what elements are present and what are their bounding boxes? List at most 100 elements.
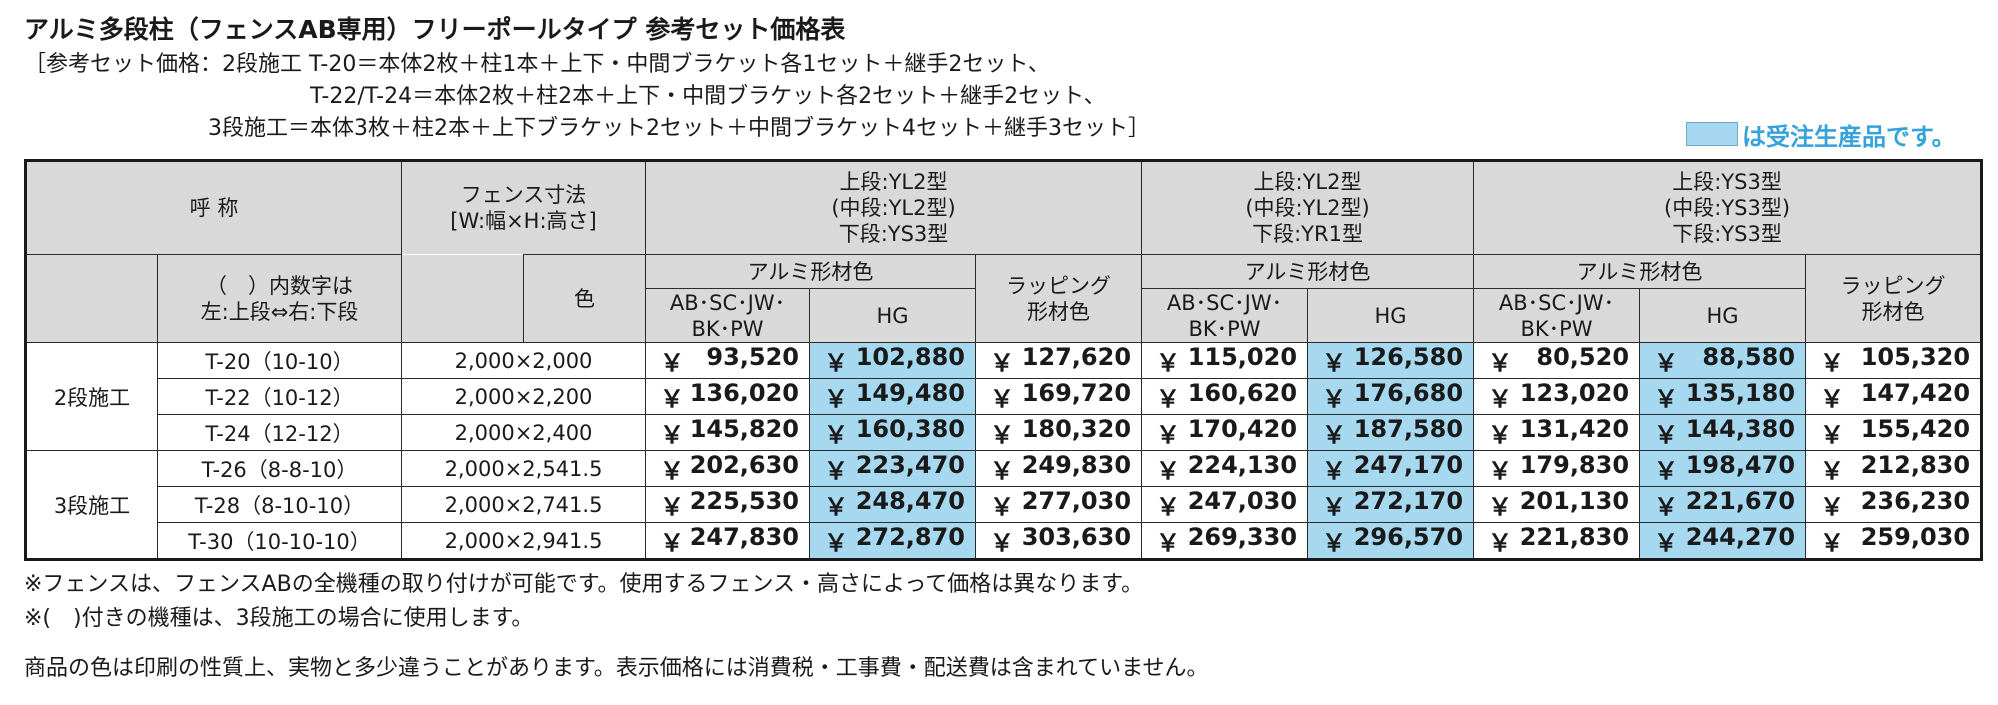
price-value: 259,030	[1860, 523, 1971, 552]
yen-sign: ￥	[660, 385, 684, 413]
price-cell: ￥ 147,420	[1805, 378, 1983, 415]
yen-sign: ￥	[990, 421, 1014, 449]
yen-sign: ￥	[1322, 493, 1347, 521]
size-cell: 2,000×2,541.5	[401, 450, 646, 487]
header-group-1: 上段:YL2型 (中段:YL2型) 下段:YS3型	[644, 160, 1143, 255]
price-cell: ￥ 136,020	[645, 378, 810, 415]
price-value: 202,630	[689, 451, 799, 480]
footnote-3: 商品の色は印刷の性質上、実物と多少違うことがあります。表示価格には消費税・工事費…	[24, 656, 1209, 681]
yen-sign: ￥	[1322, 349, 1347, 377]
price-cell: ￥ 80,520	[1473, 342, 1641, 379]
yen-sign: ￥	[1488, 421, 1513, 449]
price-table: 呼 称 フェンス寸法 [W:幅×H:高さ] 上段:YL2型 (中段:YL2型) …	[24, 159, 1984, 561]
table-row: T-30（10-10-10） 2,000×2,941.5 ￥ 247,830 ￥ 272,…	[26, 522, 1983, 560]
price-value: 80,520	[1536, 343, 1630, 372]
price-cell: ￥ 212,830	[1805, 450, 1983, 487]
header-paren-note: （ ）内数字は 左:上段⇔右:下段	[157, 254, 402, 343]
price-value: 131,420	[1519, 415, 1630, 444]
price-value: 115,020	[1187, 343, 1298, 372]
legend-swatch	[1686, 122, 1738, 146]
yen-sign: ￥	[660, 457, 684, 485]
price-value: 187,580	[1353, 415, 1464, 444]
yen-sign: ￥	[1654, 385, 1679, 413]
price-value: 201,130	[1519, 487, 1630, 516]
made-to-order-legend: は受注生産品です。	[1686, 117, 1956, 151]
price-cell: ￥ 187,580	[1307, 414, 1475, 451]
price-cell: ￥ 170,420	[1141, 414, 1309, 451]
price-body: 2段施工 T-20（10-10） 2,000×2,000 ￥ 93,520 ￥ 102,88…	[25, 342, 1983, 560]
price-cell: ￥ 296,570	[1307, 522, 1475, 560]
model-cell: T-30（10-10-10）	[157, 522, 402, 560]
yen-sign: ￥	[824, 529, 848, 557]
yen-sign: ￥	[1488, 457, 1513, 485]
price-cell: ￥ 272,170	[1307, 486, 1475, 523]
price-cell: ￥ 269,330	[1141, 522, 1309, 560]
yen-sign: ￥	[1488, 493, 1513, 521]
model-cell: T-22（10-12）	[157, 378, 402, 415]
header-std-3: AB･SC･JW･ BK･PW	[1473, 288, 1641, 343]
price-value: 224,130	[1187, 451, 1298, 480]
price-cell: ￥ 248,470	[809, 486, 976, 523]
price-cell: ￥ 115,020	[1141, 342, 1309, 379]
price-cell: ￥ 225,530	[645, 486, 810, 523]
price-cell: ￥ 126,580	[1307, 342, 1475, 379]
price-cell: ￥ 247,830	[645, 522, 810, 560]
price-cell: ￥ 105,320	[1805, 342, 1983, 379]
header-alumi-3: アルミ形材色	[1473, 254, 1807, 289]
price-cell: ￥ 244,270	[1639, 522, 1807, 560]
price-value: 169,720	[1021, 379, 1132, 408]
yen-sign: ￥	[1156, 529, 1181, 557]
size-cell: 2,000×2,741.5	[401, 486, 646, 523]
price-value: 149,480	[855, 379, 965, 408]
price-value: 126,580	[1353, 343, 1464, 372]
price-value: 277,030	[1021, 487, 1132, 516]
price-cell: ￥ 144,380	[1639, 414, 1807, 451]
footnote-2: ※( )付きの機種は、3段施工の場合に使用します。	[24, 606, 534, 631]
price-value: 247,030	[1187, 487, 1298, 516]
yen-sign: ￥	[1322, 421, 1347, 449]
price-value: 170,420	[1187, 415, 1298, 444]
price-value: 179,830	[1519, 451, 1630, 480]
price-value: 223,470	[855, 451, 965, 480]
price-value: 105,320	[1860, 343, 1971, 372]
model-cell: T-26（8-8-10）	[157, 450, 402, 487]
price-value: 88,580	[1702, 343, 1796, 372]
size-cell: 2,000×2,941.5	[401, 522, 646, 560]
price-cell: ￥ 145,820	[645, 414, 810, 451]
price-cell: ￥ 272,870	[809, 522, 976, 560]
footnote-1: ※フェンスは、フェンスABの全機種の取り付けが可能です。使用するフェンス・高さに…	[24, 572, 1144, 597]
yen-sign: ￥	[1488, 349, 1513, 377]
price-value: 221,830	[1519, 523, 1630, 552]
price-cell: ￥ 221,670	[1639, 486, 1807, 523]
header-size-blank	[401, 254, 524, 343]
yen-sign: ￥	[1820, 457, 1845, 485]
price-value: 249,830	[1021, 451, 1132, 480]
legend-text: は受注生産品です。	[1742, 122, 1956, 151]
price-value: 244,270	[1685, 523, 1796, 552]
price-value: 221,670	[1685, 487, 1796, 516]
header-std-1: AB･SC･JW･ BK･PW	[645, 288, 810, 343]
price-cell: ￥ 93,520	[645, 342, 810, 379]
header-alumi-1: アルミ形材色	[645, 254, 976, 289]
price-cell: ￥ 131,420	[1473, 414, 1641, 451]
header-hg-1: HG	[809, 288, 976, 343]
price-cell: ￥ 198,470	[1639, 450, 1807, 487]
price-value: 296,570	[1353, 523, 1464, 552]
price-cell: ￥ 88,580	[1639, 342, 1807, 379]
price-cell: ￥ 123,020	[1473, 378, 1641, 415]
model-cell: T-20（10-10）	[157, 342, 402, 379]
section-label: 3段施工	[25, 450, 158, 560]
yen-sign: ￥	[990, 349, 1014, 377]
price-value: 136,020	[689, 379, 799, 408]
price-cell: ￥ 249,830	[974, 450, 1143, 487]
price-value: 272,170	[1353, 487, 1464, 516]
price-cell: ￥ 236,230	[1805, 486, 1983, 523]
yen-sign: ￥	[990, 493, 1014, 521]
yen-sign: ￥	[1654, 457, 1679, 485]
header-row-1: 呼 称 フェンス寸法 [W:幅×H:高さ] 上段:YL2型 (中段:YL2型) …	[25, 160, 1983, 255]
header-group-2: 上段:YL2型 (中段:YL2型) 下段:YR1型	[1141, 160, 1475, 255]
set-note-line-2: T-22/T-24＝本体2枚＋柱2本＋上下・中間ブラケット各2セット＋継手2セッ…	[310, 84, 1106, 109]
price-value: 247,830	[689, 523, 799, 552]
price-cell: ￥ 223,470	[809, 450, 976, 487]
yen-sign: ￥	[1820, 529, 1845, 557]
